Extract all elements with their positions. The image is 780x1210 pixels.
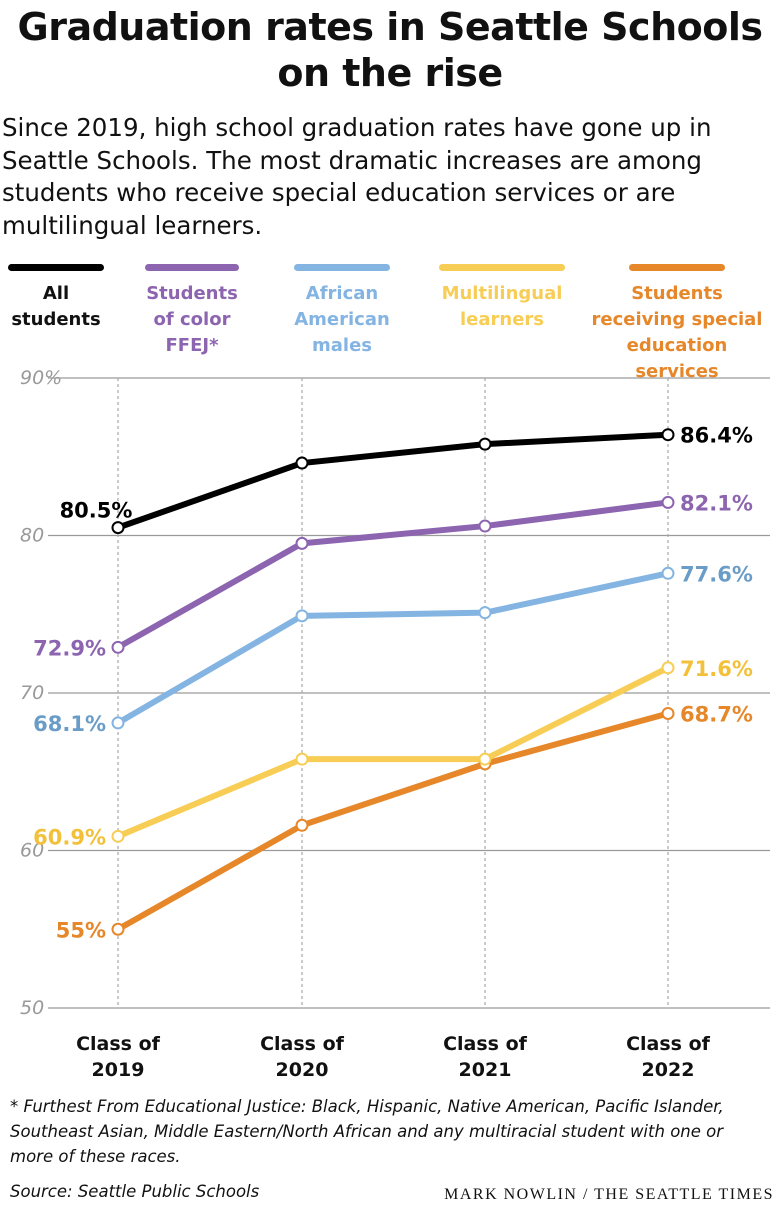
legend-item-5: Students receiving special education servi… [587,264,767,385]
data-point [661,428,675,442]
data-point [295,818,309,832]
line-chart: 90% 80 70 60 50 Class of 2019 Class of 2020 Class… [20,367,770,1081]
x-tick-label: Class of [260,1033,345,1055]
legend-label-line: Students [146,283,238,304]
legend-label-line: education services [626,335,728,382]
x-tick-label: Class of [76,1033,161,1055]
y-tick-label: 60 [20,840,44,862]
x-tick-label: 2021 [459,1059,512,1081]
legend-label-line: Multilingual [441,283,563,304]
data-point [111,829,125,843]
data-point [111,716,125,730]
legend-label: Multilingual learners [412,281,592,333]
data-point [661,566,675,580]
credit-line: MARK NOWLIN / THE SEATTLE TIMES [444,1186,774,1203]
series-line-2 [115,499,671,651]
data-point [295,536,309,550]
legend-label-line: of color [153,309,231,330]
chart-title: Graduation rates in Seattle Schools on t… [0,4,780,96]
data-point [295,609,309,623]
data-point [661,706,675,720]
data-label-last: 77.6% [680,562,753,586]
legend-swatch [145,264,239,271]
legend-label-line: African [305,283,379,304]
series-line-3 [115,570,671,726]
data-point [661,495,675,509]
data-point [295,752,309,766]
series-line-1 [115,431,671,531]
chart-subtitle: Since 2019, high school graduation rates… [2,113,712,240]
data-point [111,521,125,535]
legend-swatch [439,264,565,271]
x-tick-label: 2022 [642,1059,695,1081]
x-tick-label: 2020 [276,1059,329,1081]
data-point [111,640,125,654]
data-point [661,661,675,675]
data-label-last: 82.1% [680,491,753,515]
chart-title-line2: on the rise [277,51,503,95]
legend-item-4: Multilingual learners [412,264,592,333]
y-tick-label: 70 [20,682,44,704]
legend-swatch [8,264,104,271]
data-label-last: 71.6% [680,657,753,681]
chart-legend: All students Students of color FFEJ* African A… [0,264,780,382]
legend-item-1: All students [0,264,146,333]
data-point [478,606,492,620]
legend-item-3: African American males [252,264,432,359]
series-line-5 [115,710,671,933]
data-label-first: 68.1% [33,712,106,736]
series-line-4 [115,664,671,840]
chart-title-line1: Graduation rates in Seattle Schools [17,5,763,49]
data-label-last: 68.7% [680,702,753,726]
data-point [478,752,492,766]
data-label-first: 60.9% [33,825,106,849]
legend-item-2: Students of color FFEJ* [102,264,282,359]
legend-label: Students of color FFEJ* [102,281,282,359]
legend-label-line: All [42,283,70,304]
data-label-first: 80.5% [60,499,133,523]
footnote: * Furthest From Educational Justice: Bla… [10,1097,724,1166]
source-note: Source: Seattle Public Schools [10,1182,260,1201]
legend-label-line: males [312,335,372,356]
data-point [478,519,492,533]
legend-label: Students receiving special education servi… [587,281,767,385]
legend-swatch [294,264,390,271]
y-tick-label: 80 [20,525,44,547]
legend-swatch [629,264,725,271]
data-point [111,922,125,936]
legend-label-line: Students [631,283,723,304]
x-tick-label: 2019 [92,1059,145,1081]
legend-label-line: American [294,309,390,330]
legend-label-line: students [11,309,101,330]
y-tick-label: 90% [20,367,62,389]
legend-label-line: FFEJ* [165,335,219,356]
legend-label: All students [0,281,146,333]
x-tick-label: Class of [443,1033,528,1055]
data-point [478,437,492,451]
legend-label: African American males [252,281,432,359]
legend-label-line: learners [459,309,544,330]
data-label-first: 55% [56,918,106,942]
legend-label-line: receiving special [591,309,763,330]
data-label-last: 86.4% [680,424,753,448]
x-tick-label: Class of [626,1033,711,1055]
data-label-first: 72.9% [33,636,106,660]
data-point [295,456,309,470]
y-tick-label: 50 [20,997,44,1019]
